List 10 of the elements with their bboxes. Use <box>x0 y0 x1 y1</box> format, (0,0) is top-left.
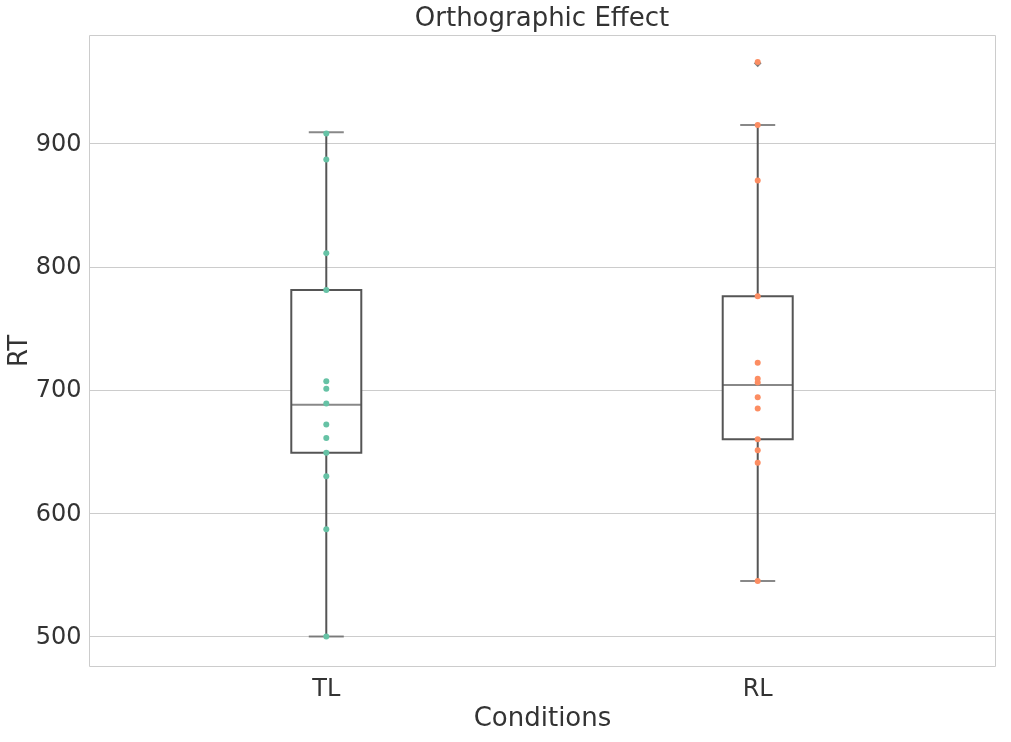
x-axis-title: Conditions <box>473 701 612 732</box>
chart-title: Orthographic Effect <box>414 2 670 32</box>
y-axis-title: RT <box>2 334 33 368</box>
y-tick-label: 500 <box>35 621 82 650</box>
x-tick-label: RL <box>742 673 774 702</box>
y-tick-label: 700 <box>35 375 82 404</box>
y-tick-label: 800 <box>35 252 82 281</box>
y-tick-label: 600 <box>35 498 82 527</box>
x-tick-label: TL <box>311 673 341 702</box>
y-tick-label: 900 <box>35 128 82 157</box>
